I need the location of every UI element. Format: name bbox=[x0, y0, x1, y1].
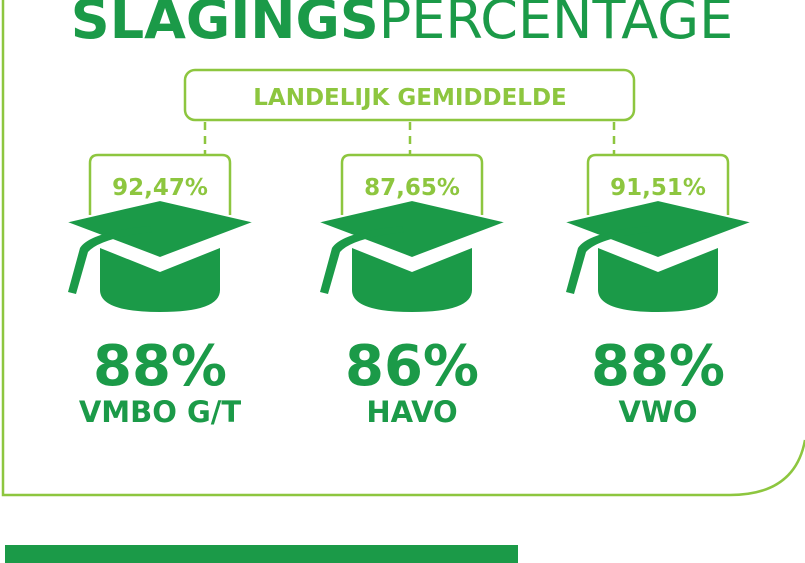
average-label: LANDELIJK GEMIDDELDE bbox=[253, 85, 567, 111]
cap-board bbox=[313, 198, 511, 260]
cap-bowl bbox=[352, 248, 472, 312]
tassel bbox=[68, 226, 152, 294]
average-value: 91,51% bbox=[610, 175, 706, 201]
graduate-item: 91,51% 88%VWO bbox=[559, 153, 757, 429]
cap-bowl bbox=[100, 248, 220, 312]
percentage: 88% bbox=[591, 334, 725, 399]
graduate-item: 87,65% 86%HAVO bbox=[313, 153, 511, 429]
cap-board bbox=[559, 198, 757, 260]
title-bold: SLAGINGS bbox=[71, 0, 379, 51]
title: SLAGINGSPERCENTAGE bbox=[71, 0, 733, 51]
title-light: PERCENTAGE bbox=[379, 0, 733, 51]
percentage: 86% bbox=[345, 334, 479, 399]
graduate-item: 92,47% 88%VMBO G/T bbox=[61, 153, 259, 429]
tassel bbox=[566, 226, 650, 294]
average-value: 92,47% bbox=[112, 175, 208, 201]
school-type: VMBO G/T bbox=[79, 395, 242, 429]
tassel bbox=[320, 226, 404, 294]
average-box bbox=[340, 153, 484, 215]
percentage: 88% bbox=[93, 334, 227, 399]
average-box bbox=[88, 153, 232, 215]
cap-bowl bbox=[598, 248, 718, 312]
average-value: 87,65% bbox=[364, 175, 460, 201]
bottom-bar bbox=[5, 545, 518, 563]
school-type: VWO bbox=[618, 395, 697, 429]
cap-board bbox=[61, 198, 259, 260]
average-box bbox=[586, 153, 730, 215]
average-box bbox=[183, 68, 636, 122]
frame bbox=[1, 0, 805, 497]
school-type: HAVO bbox=[366, 395, 457, 429]
